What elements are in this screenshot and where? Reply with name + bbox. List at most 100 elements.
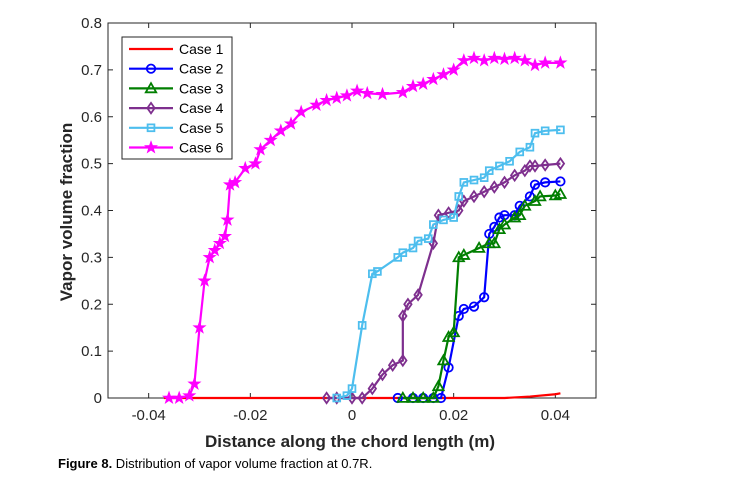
data-point-case-4 [332,391,342,405]
legend-label-case-4: Case 4 [179,100,224,116]
y-axis: 0 0.1 0.2 0.3 0.4 0.5 0.6 0.7 0.8 [81,15,596,407]
data-point-case-5 [398,248,408,257]
data-point-case-3 [518,198,532,211]
y-tick-label: 0.8 [81,15,102,32]
y-tick-label: 0.6 [81,109,102,126]
data-point-case-6 [283,116,299,130]
data-point-case-6 [238,160,253,175]
data-point-case-4 [540,158,550,172]
y-tick-label: 0.7 [81,62,102,79]
legend-box [121,36,233,160]
series-layer [161,50,568,405]
data-point-case-5 [454,192,464,201]
data-point-case-3 [553,187,568,199]
data-point-case-6 [273,123,288,137]
y-tick-label: 0.2 [81,296,102,313]
data-point-case-6 [212,235,227,250]
data-point-case-5 [423,234,433,243]
data-point-case-5 [373,267,382,276]
data-point-case-4 [398,353,408,368]
data-point-case-4 [509,168,520,183]
data-point-case-2 [540,177,551,188]
data-point-case-6 [202,249,217,264]
legend-marker-case-4 [146,101,156,115]
series-line-case-2 [397,180,561,400]
data-point-case-5 [429,220,438,229]
series-case-5 [332,125,565,403]
y-axis-label: Vapor volume fraction [57,123,76,302]
legend-marker-case-2 [145,63,157,74]
data-point-case-6 [220,212,235,226]
data-point-case-5 [495,161,504,171]
data-point-case-6 [172,390,187,404]
data-point-case-6 [497,51,512,66]
data-point-case-5 [459,178,469,187]
data-point-case-2 [529,179,541,190]
data-point-case-5 [413,236,423,246]
legend-label-case-6: Case 6 [179,140,224,156]
legend-label-case-2: Case 2 [179,61,224,77]
data-point-case-6 [360,85,375,100]
data-point-case-5 [332,393,342,403]
y-tick-label: 0.4 [81,203,102,220]
data-point-case-3 [533,189,547,202]
data-point-case-3 [431,379,446,392]
legend-label-case-1: Case 1 [179,41,224,57]
data-point-case-2 [555,176,566,187]
figure-caption: Figure 8. Distribution of vapor volume f… [58,456,372,471]
data-point-case-6 [436,67,451,81]
legend-label-case-3: Case 3 [179,80,224,96]
data-point-case-3 [487,236,502,249]
data-point-case-6 [319,92,334,107]
data-point-case-6 [207,242,222,257]
x-tick-label: -0.04 [132,407,166,424]
data-point-case-4 [433,208,444,222]
data-point-case-4 [489,180,500,194]
data-point-case-5 [505,156,514,166]
data-point-case-5 [439,215,448,225]
data-point-case-6 [426,71,441,86]
data-point-case-3 [472,240,486,253]
data-point-case-6 [553,55,568,69]
data-point-case-6 [248,156,263,170]
data-point-case-6 [192,320,207,334]
data-point-case-6 [477,53,492,67]
data-point-case-5 [393,253,403,262]
data-point-case-4 [367,381,378,396]
data-point-case-6 [456,53,471,67]
data-point-case-6 [446,62,461,76]
data-point-case-2 [479,292,490,303]
data-point-case-3 [426,390,441,403]
x-tick-label: -0.02 [233,407,267,424]
data-point-case-6 [339,88,354,102]
series-case-6 [161,50,568,404]
data-point-case-3 [406,390,420,403]
data-point-case-4 [377,367,388,382]
data-point-case-4 [398,309,408,323]
data-point-case-5 [556,125,565,135]
data-point-case-4 [403,297,413,312]
data-point-case-5 [530,128,540,138]
x-tick-label: 0.04 [541,407,570,424]
data-point-case-6 [416,76,431,90]
x-tick-label: 0.02 [439,407,468,424]
data-point-case-6 [405,78,421,93]
data-point-case-5 [525,142,535,152]
data-point-case-3 [512,208,527,220]
data-point-case-6 [253,142,268,156]
data-point-case-5 [368,269,377,279]
data-point-case-5 [347,384,357,393]
x-tick-label: 0 [348,407,356,424]
data-point-case-6 [329,90,344,104]
data-point-case-5 [515,147,525,157]
legend-marker-case-5 [146,123,156,133]
legend: Case 1 Case 2 Case 3 Case 4 Case 5 Case 6 [121,36,233,160]
data-point-case-3 [497,217,512,230]
data-point-case-4 [530,159,540,173]
data-point-case-3 [416,390,430,403]
data-point-case-5 [484,166,494,175]
data-point-case-4 [479,184,489,199]
data-point-case-6 [538,55,553,69]
x-axis-label: Distance along the chord length (m) [205,432,495,451]
